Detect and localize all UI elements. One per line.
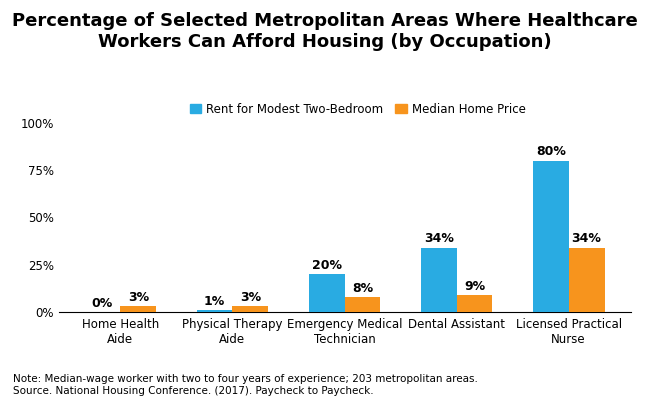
Text: 8%: 8% [352,282,373,295]
Bar [456,295,493,312]
Text: Percentage of Selected Metropolitan Areas Where Healthcare
Workers Can Afford Ho: Percentage of Selected Metropolitan Area… [12,12,638,51]
Bar [344,297,380,312]
Text: 9%: 9% [464,280,485,293]
Text: 1%: 1% [204,295,225,308]
Text: 3%: 3% [240,291,261,304]
Bar [309,274,344,312]
Text: 34%: 34% [424,232,454,246]
Text: 3%: 3% [128,291,149,304]
Bar [569,248,604,312]
Text: Note: Median-wage worker with two to four years of experience; 203 metropolitan : Note: Median-wage worker with two to fou… [13,374,478,396]
Bar [233,306,268,312]
Text: 34%: 34% [571,232,601,246]
Bar [421,248,456,312]
Bar [196,310,233,312]
Legend: Rent for Modest Two-Bedroom, Median Home Price: Rent for Modest Two-Bedroom, Median Home… [185,98,530,120]
Text: 0%: 0% [92,297,113,310]
Bar [533,161,569,312]
Text: 20%: 20% [311,259,341,272]
Text: 80%: 80% [536,146,566,158]
Bar [120,306,156,312]
